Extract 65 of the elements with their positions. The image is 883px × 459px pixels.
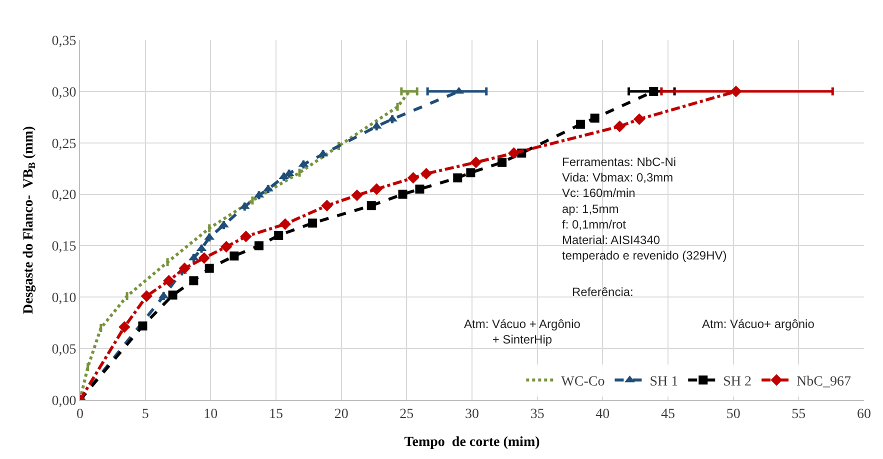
point — [576, 120, 585, 129]
point — [138, 321, 148, 330]
point — [614, 120, 626, 132]
x-tick-label: 30 — [465, 406, 479, 422]
point — [508, 147, 520, 159]
legend-label: WC-Co — [561, 374, 605, 390]
point — [366, 201, 376, 210]
point — [118, 321, 130, 333]
point — [649, 86, 658, 96]
x-tick-label: 40 — [596, 406, 610, 422]
x-tick-label: 35 — [530, 406, 544, 422]
annotation: Referência: — [572, 285, 634, 299]
point — [189, 276, 198, 286]
x-tick-label: 55 — [792, 406, 806, 422]
point — [198, 252, 210, 264]
annotation: Ferramentas: NbC-Ni Vida: Vbmax: 0,3mm Vc: 160m/min ap: 1,5mm f: 0,1mm/rot Material: AISI4340 temperado e revenido (329HV) — [562, 155, 727, 263]
point — [633, 113, 646, 126]
x-tick-label: 15 — [269, 406, 283, 422]
legend-label: SH 2 — [723, 374, 752, 390]
point — [453, 173, 462, 182]
annotation: Atm: Vácuo + Argônio + SinterHip — [464, 317, 581, 347]
point — [220, 240, 232, 253]
point — [178, 262, 190, 274]
y-tick-label: 0,25 — [52, 136, 76, 152]
point — [204, 264, 214, 273]
x-tick-label: 5 — [142, 406, 149, 422]
point — [398, 190, 408, 199]
point — [308, 218, 318, 228]
point — [168, 290, 178, 300]
x-tick-label: 60 — [857, 406, 871, 422]
point — [321, 200, 333, 212]
y-tick-label: 0,15 — [52, 240, 76, 255]
point — [240, 230, 252, 242]
point — [420, 168, 432, 180]
x-tick-label: 10 — [204, 406, 218, 422]
point — [415, 184, 424, 194]
legend-label: NbC_967 — [796, 374, 851, 390]
y-tick-label: 0,20 — [52, 188, 76, 204]
y-tick-label: 0,05 — [52, 342, 76, 358]
point — [470, 156, 482, 168]
x-axis-title: Tempo de corte (mim) — [404, 435, 540, 450]
point — [230, 252, 239, 260]
y-tick-label: 0,00 — [52, 394, 76, 409]
point — [274, 230, 284, 240]
annotation: Atm: Vácuo+ argônio — [702, 317, 815, 331]
y-tick-label: 0,10 — [52, 291, 76, 306]
point — [370, 183, 382, 195]
x-tick-label: 0 — [76, 406, 84, 422]
point — [407, 172, 420, 184]
x-tick-label: 20 — [334, 406, 348, 422]
point — [254, 241, 264, 250]
point — [140, 290, 152, 302]
x-tick-label: 50 — [726, 406, 740, 422]
point — [590, 114, 600, 123]
point — [163, 274, 175, 287]
point — [498, 158, 507, 167]
legend-label: SH 1 — [650, 374, 678, 390]
point — [466, 168, 476, 178]
point — [351, 189, 363, 202]
y-tick-label: 0,30 — [52, 85, 76, 100]
x-tick-label: 45 — [661, 406, 675, 422]
x-tick-label: 25 — [400, 406, 414, 422]
point — [730, 86, 742, 98]
y-tick-label: 0,35 — [52, 34, 76, 49]
point — [279, 218, 291, 230]
